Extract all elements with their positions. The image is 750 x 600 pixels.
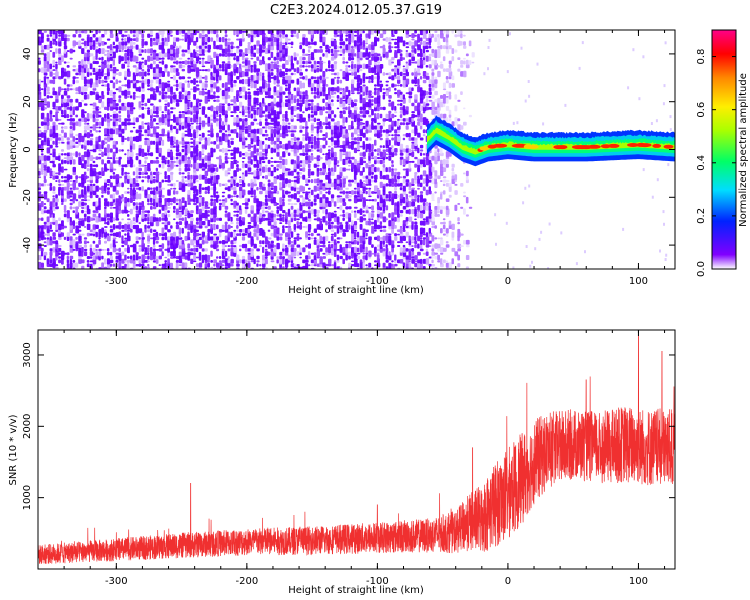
signal-trace <box>427 115 675 167</box>
colorbar-label: Normalized spectral amplitude <box>738 73 749 227</box>
x-tick-label: -300 <box>105 576 128 587</box>
x-tick-label: -200 <box>236 576 259 587</box>
snr-series-line <box>38 330 675 564</box>
colorbar-tick-label: 0.4 <box>696 155 707 171</box>
snr-ylabel: SNR (10 * v/v) <box>8 414 19 485</box>
x-tick-label: 0 <box>505 276 511 287</box>
x-tick-label: 100 <box>629 276 648 287</box>
y-tick-label: -40 <box>22 237 33 253</box>
spectrogram-ylabel: Frequency (Hz) <box>8 112 19 188</box>
snr-ticks: -300 -200 -100 0 100 1000 2000 3000 <box>22 330 675 587</box>
spectrogram-xlabel: Height of straight line (km) <box>288 285 424 296</box>
y-tick-label: 1000 <box>22 485 33 510</box>
snr-xlabel: Height of straight line (km) <box>288 585 424 596</box>
colorbar-ticks: 0.0 0.2 0.4 0.6 0.8 <box>696 49 736 277</box>
y-tick-label: 40 <box>22 48 33 61</box>
y-tick-label: -20 <box>22 189 33 205</box>
y-tick-label: 20 <box>22 95 33 108</box>
y-tick-label: 2000 <box>22 414 33 439</box>
colorbar: 0.0 0.2 0.4 0.6 0.8 Normalized spectral ampl… <box>696 29 749 277</box>
figure-title: C2E3.2024.012.05.37.G19 <box>270 3 442 18</box>
colorbar-gradient <box>711 29 737 270</box>
x-tick-label: -200 <box>236 276 259 287</box>
colorbar-tick-label: 0.0 <box>696 261 707 277</box>
x-tick-label: -100 <box>366 276 389 287</box>
snr-frame <box>37 329 676 570</box>
x-tick-label: -300 <box>105 276 128 287</box>
colorbar-tick-label: 0.2 <box>696 208 707 224</box>
x-tick-label: 100 <box>629 576 648 587</box>
x-tick-label: -100 <box>366 576 389 587</box>
y-tick-label: 3000 <box>22 342 33 367</box>
colorbar-tick-label: 0.8 <box>696 49 707 65</box>
x-tick-label: 0 <box>505 576 511 587</box>
colorbar-tick-label: 0.6 <box>696 102 707 118</box>
y-tick-label: 0 <box>22 146 33 152</box>
snr-panel: -300 -200 -100 0 100 1000 2000 3000 Height of s… <box>8 329 676 596</box>
spectrogram-cells <box>38 30 672 269</box>
